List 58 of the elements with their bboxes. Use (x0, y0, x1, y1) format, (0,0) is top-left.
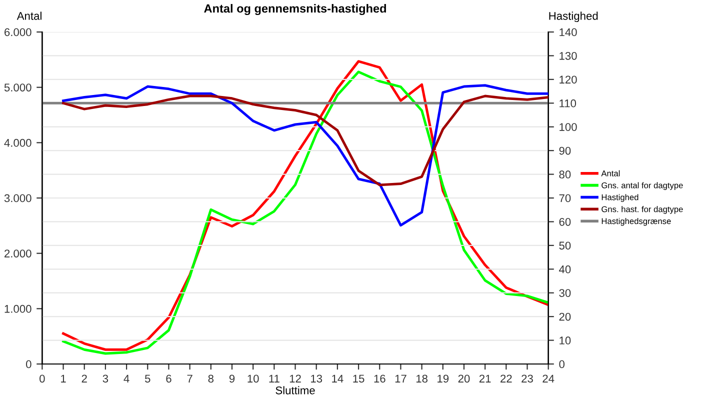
y2-axis-title: Hastighed (549, 12, 598, 22)
x-tick-label: 21 (479, 374, 491, 382)
y2-tick-label: 130 (560, 52, 577, 60)
x-tick-label: 7 (187, 374, 192, 382)
y-tick-label: 6.000 (4, 28, 32, 36)
y2-tick-label: 70 (559, 194, 571, 202)
y2-tick-label: 10 (560, 336, 571, 344)
y2-tick-label: 30 (559, 289, 571, 297)
y-axis-title: Antal (16, 12, 42, 20)
line-series (62, 84, 548, 227)
legend-label: Hastighedsgrænse (602, 218, 671, 226)
x-tick-label: 8 (208, 374, 214, 383)
y-tick-label: 1.000 (4, 304, 32, 313)
legend-label: Hastighed (602, 194, 638, 202)
x-tick-label: 5 (144, 374, 150, 383)
x-tick-label: 22 (500, 374, 512, 382)
x-tick-label: 0 (40, 374, 45, 383)
y2-tick-label: 40 (559, 265, 571, 274)
x-tick-label: 6 (166, 374, 172, 383)
chart-title: Antal og gennemsnits-hastighed (204, 4, 386, 16)
y2-tick-label: 60 (559, 218, 571, 226)
y2-tick-label: 20 (559, 312, 571, 321)
x-tick-label: 10 (248, 374, 259, 383)
y2-tick-label: 110 (560, 99, 576, 108)
y-tick-label: 2.000 (4, 250, 32, 258)
y2-tick-label: 140 (560, 28, 577, 36)
x-tick-label: 2 (82, 374, 87, 382)
x-tick-label: 24 (542, 374, 554, 382)
x-tick-label: 17 (395, 374, 406, 382)
x-tick-label: 12 (290, 374, 301, 382)
y-tick-label: 4.000 (4, 138, 32, 147)
y2-tick-label: 120 (560, 76, 577, 84)
x-tick-label: 13 (311, 374, 322, 383)
x-tick-label: 15 (353, 374, 364, 383)
y2-tick-label: 0 (559, 360, 564, 368)
x-tick-label: 9 (229, 374, 235, 383)
y2-tick-label: 80 (559, 170, 571, 178)
y2-tick-label: 100 (560, 123, 577, 131)
x-tick-label: 4 (124, 374, 130, 382)
y2-tick-label: 50 (559, 242, 571, 250)
legend-label: Gns. hast. for dagtype (602, 206, 683, 214)
x-tick-label: 14 (332, 374, 344, 382)
x-tick-label: 11 (269, 374, 280, 382)
x-tick-label: 23 (522, 374, 533, 383)
legend-label: Gns. antal for dagtype (602, 182, 683, 190)
x-tick-label: 19 (438, 374, 449, 383)
x-tick-label: 1 (61, 374, 66, 382)
x-tick-label: 20 (458, 374, 470, 383)
legend-label: Antal (601, 170, 620, 176)
y-tick-label: 0 (26, 360, 32, 368)
y2-tick-label: 90 (559, 146, 571, 155)
x-tick-label: 16 (374, 374, 386, 383)
x-tick-label: 3 (102, 374, 108, 383)
y-tick-label: 5.000 (4, 84, 32, 92)
x-axis-title: Sluttime (276, 386, 315, 394)
y-tick-label: 3.000 (4, 194, 32, 202)
x-tick-label: 18 (416, 374, 428, 383)
line-series (62, 94, 548, 186)
